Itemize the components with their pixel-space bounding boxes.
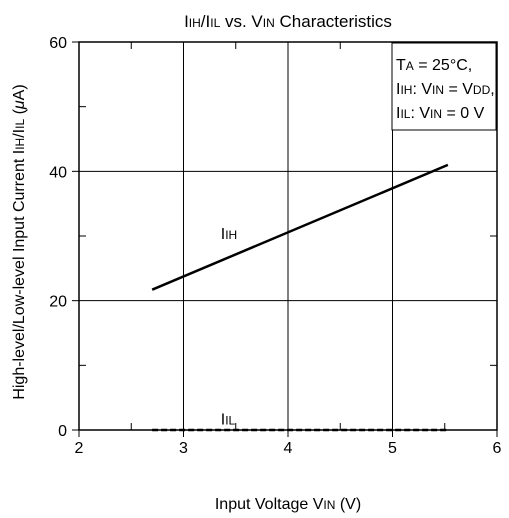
- chart-title: IIH/IIL vs. VIN Characteristics: [184, 12, 392, 31]
- annotation-line: TA = 25°C,: [396, 57, 472, 74]
- series-line-iih: [151, 163, 449, 291]
- series: IIH IIL: [151, 163, 449, 432]
- y-tick-label: 60: [49, 35, 67, 52]
- x-tick-label: 3: [179, 440, 188, 457]
- x-tick-label: 2: [75, 440, 84, 457]
- condition-annotation: TA = 25°C, IIH: VIN = VDD, IIL: VIN = 0 V: [391, 42, 497, 131]
- x-tick-label: 4: [284, 440, 293, 457]
- annotation-box: [391, 42, 497, 131]
- x-axis-label: Input Voltage VIN (V): [215, 496, 361, 513]
- y-tick-label: 40: [49, 164, 67, 181]
- x-tick-label: 5: [388, 440, 397, 457]
- annotation-line: IIL: VIN = 0 V: [396, 105, 485, 122]
- y-tick-label: 0: [58, 423, 67, 440]
- y-axis-label: High-level/Low-level Input Current IIH/I…: [11, 84, 28, 399]
- y-tick-label: 20: [49, 294, 67, 311]
- series-label-iih: IIH: [221, 226, 237, 243]
- series-label-iil: IIL: [221, 411, 236, 428]
- x-tick-label: 6: [493, 440, 502, 457]
- annotation-line: IIH: VIN = VDD,: [396, 81, 495, 98]
